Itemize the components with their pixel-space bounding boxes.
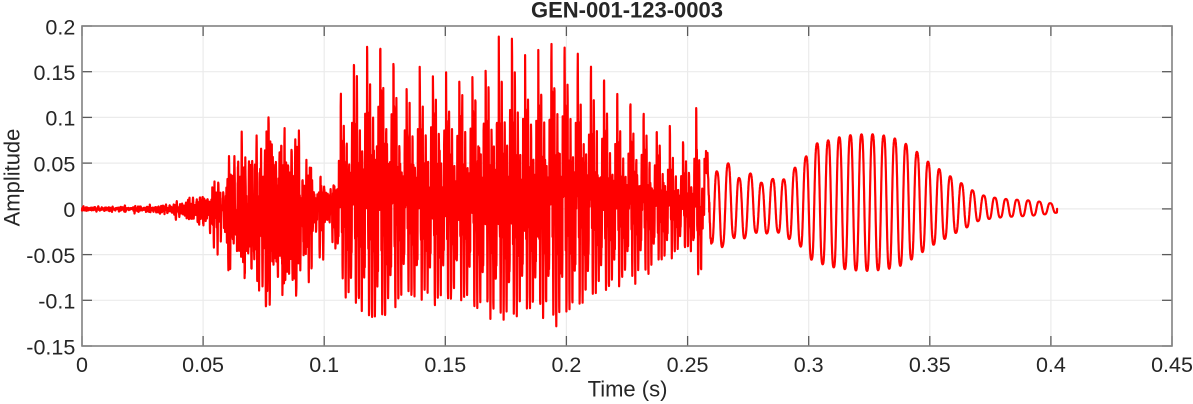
svg-text:0.05: 0.05: [33, 152, 75, 176]
svg-text:Amplitude: Amplitude: [0, 129, 25, 227]
svg-text:-0.1: -0.1: [38, 290, 75, 314]
svg-text:0.1: 0.1: [45, 107, 75, 131]
svg-text:0.45: 0.45: [1151, 353, 1193, 377]
svg-text:0.25: 0.25: [667, 353, 709, 377]
svg-text:0.4: 0.4: [1036, 353, 1066, 377]
svg-text:0.15: 0.15: [424, 353, 466, 377]
svg-text:Time (s): Time (s): [588, 377, 668, 402]
svg-text:0: 0: [63, 198, 75, 222]
svg-text:0.35: 0.35: [909, 353, 951, 377]
svg-text:-0.15: -0.15: [26, 335, 75, 359]
svg-text:0.15: 0.15: [33, 61, 75, 85]
svg-text:0.1: 0.1: [309, 353, 339, 377]
svg-text:GEN-001-123-0003: GEN-001-123-0003: [531, 0, 723, 23]
svg-text:0.05: 0.05: [182, 353, 224, 377]
svg-text:0.2: 0.2: [551, 353, 581, 377]
svg-text:-0.05: -0.05: [26, 244, 75, 268]
svg-text:0.3: 0.3: [794, 353, 824, 377]
svg-text:0: 0: [76, 353, 88, 377]
svg-text:0.2: 0.2: [45, 15, 75, 39]
